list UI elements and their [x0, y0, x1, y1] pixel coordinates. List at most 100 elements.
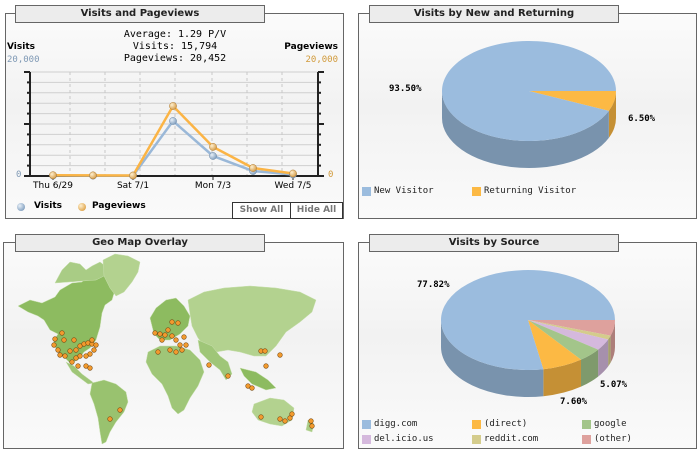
visits-pageviews-title: Visits and Pageviews: [15, 5, 265, 23]
visitor-marker: [57, 352, 63, 358]
visitor-marker: [263, 363, 269, 369]
australia: [251, 397, 295, 427]
visitor-markers: [51, 319, 315, 429]
greenland: [102, 253, 141, 297]
visitor-marker: [69, 359, 75, 365]
legend-pageviews[interactable]: Pageviews: [92, 201, 146, 211]
left-axis-title: Visits: [7, 42, 35, 52]
legend-item-label: digg.com: [374, 419, 418, 429]
visitor-marker: [287, 415, 293, 421]
x-tick-label: Mon 7/3: [194, 181, 232, 191]
pie2-label-other: 5.07%: [600, 380, 628, 390]
visitor-marker: [73, 347, 79, 353]
legend-item-label: reddit.com: [484, 434, 539, 444]
visitor-marker: [157, 331, 163, 337]
canada-arctic: [54, 261, 109, 284]
legend-new-visitor: New Visitor: [374, 186, 434, 196]
visitor-marker: [117, 407, 123, 413]
visitor-marker: [173, 337, 179, 343]
legend-item-label: google: [594, 419, 627, 429]
pageviews-legend-dot-icon: [78, 203, 86, 211]
visitor-marker: [87, 351, 93, 357]
summary-average: Average: 1.29 P/V: [123, 29, 227, 40]
visitor-marker: [51, 342, 57, 348]
visits-legend-dot-icon: [17, 203, 25, 211]
legend-swatch-returning-visitor: [472, 187, 481, 196]
legend-swatch: [472, 435, 481, 444]
visitor-marker: [169, 319, 175, 325]
visitor-marker: [245, 383, 251, 389]
visitor-marker: [159, 337, 165, 343]
visitor-marker: [77, 343, 83, 349]
visitor-marker: [225, 373, 231, 379]
pie2-label-direct: 7.60%: [560, 397, 588, 407]
visitor-marker: [61, 337, 67, 343]
summary-pageviews: Pageviews: 20,452: [123, 53, 227, 64]
visitor-marker: [59, 330, 65, 336]
visitor-marker: [75, 363, 81, 369]
visitor-marker: [181, 334, 187, 340]
visitor-marker: [83, 353, 89, 359]
visitor-marker: [73, 355, 79, 361]
visitor-marker: [308, 418, 314, 424]
x-tick-label: Sat 7/1: [116, 181, 150, 191]
legend-swatch: [362, 420, 371, 429]
legend-item-label: (direct): [484, 419, 528, 429]
visitor-marker: [87, 365, 93, 371]
x-tick-label: Thu 6/29: [33, 181, 73, 191]
visitor-marker: [169, 333, 175, 339]
visitor-marker: [258, 414, 264, 420]
visitor-marker: [67, 348, 73, 354]
visitor-marker: [91, 347, 97, 353]
visitor-marker: [173, 349, 179, 355]
visitor-marker: [77, 353, 83, 359]
visitor-marker: [162, 332, 168, 338]
legend-swatch: [472, 420, 481, 429]
southeast-asia: [239, 367, 277, 391]
visitor-marker: [179, 347, 185, 353]
source-panel: [358, 242, 697, 449]
legend-returning-visitor: Returning Visitor: [484, 186, 577, 196]
right-axis-max: 20,000: [305, 55, 338, 65]
visitor-marker: [93, 342, 99, 348]
visitor-marker: [262, 348, 268, 354]
visitor-marker: [289, 411, 295, 417]
show-all-button[interactable]: Show All: [232, 202, 291, 219]
visitor-marker: [52, 336, 58, 342]
right-axis-title: Pageviews: [284, 42, 338, 52]
visitor-marker: [309, 423, 315, 429]
visitor-marker: [71, 337, 77, 343]
legend-item-label: del.icio.us: [374, 434, 434, 444]
visitor-marker: [277, 352, 283, 358]
source-title: Visits by Source: [369, 234, 619, 252]
legend-swatch: [582, 420, 591, 429]
visitor-marker: [175, 320, 181, 326]
right-axis-min: 0: [328, 170, 334, 180]
visitor-marker: [249, 385, 255, 391]
legend-item-label: (other): [594, 434, 632, 444]
visitor-marker: [183, 342, 189, 348]
visitor-marker: [89, 337, 95, 343]
legend-visits[interactable]: Visits: [34, 201, 62, 211]
left-axis-max: 20,000: [7, 55, 40, 65]
pie1-label-new: 93.50%: [389, 84, 422, 94]
x-tick-label: Wed 7/5: [274, 181, 312, 191]
visitor-marker: [83, 363, 89, 369]
visitor-marker: [282, 418, 288, 424]
legend-swatch-new-visitor: [362, 187, 371, 196]
south-america: [89, 379, 129, 445]
hide-all-button[interactable]: Hide All: [290, 202, 343, 219]
visitor-marker: [55, 347, 61, 353]
pie2-label-digg: 77.82%: [417, 280, 450, 290]
europe: [149, 297, 191, 341]
visitor-marker: [277, 416, 283, 422]
visitor-marker: [167, 347, 173, 353]
continents: [17, 253, 317, 445]
visitor-marker: [165, 327, 171, 333]
summary-visits: Visits: 15,794: [132, 41, 218, 52]
visitor-marker: [155, 349, 161, 355]
visitor-marker: [206, 362, 212, 368]
visitor-marker: [107, 416, 113, 422]
visitor-marker: [152, 330, 158, 336]
